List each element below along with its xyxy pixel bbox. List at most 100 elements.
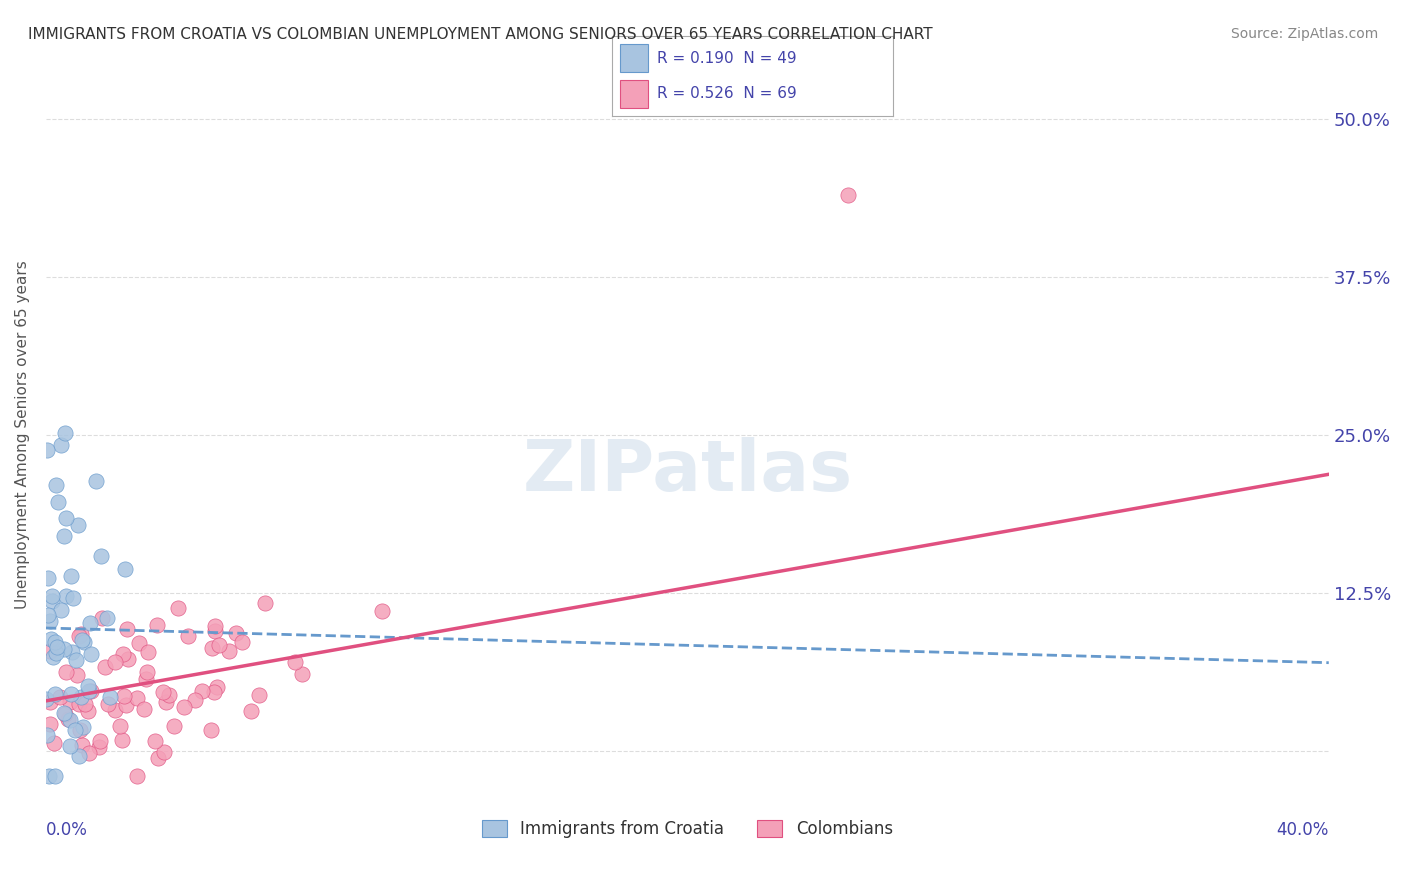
Point <box>89 739 111 754</box>
Point <box>38 615 60 629</box>
Point <box>253 596 276 610</box>
Point <box>37 443 59 458</box>
Point <box>208 638 231 652</box>
Point <box>60 569 83 583</box>
Point <box>135 665 157 679</box>
Point <box>52 529 75 543</box>
Point <box>91 611 114 625</box>
Point <box>69 723 91 737</box>
Point <box>46 640 69 655</box>
Point <box>60 645 83 659</box>
Point <box>136 645 159 659</box>
Point <box>90 549 112 563</box>
Point <box>41 594 63 608</box>
Point <box>56 712 79 726</box>
Point <box>41 590 63 604</box>
Point <box>55 589 77 603</box>
Point <box>155 695 177 709</box>
Text: R = 0.526  N = 69: R = 0.526 N = 69 <box>657 86 796 101</box>
Point <box>77 679 100 693</box>
Point <box>59 687 82 701</box>
Point <box>115 622 138 636</box>
Point <box>59 695 82 709</box>
Point <box>38 769 60 783</box>
Point <box>143 733 166 747</box>
Point <box>231 634 253 648</box>
Point <box>72 721 94 735</box>
Text: ZIPatlas: ZIPatlas <box>522 437 852 506</box>
Point <box>200 723 222 738</box>
Point <box>53 642 76 657</box>
Point <box>39 717 62 731</box>
Point <box>53 426 76 441</box>
Point <box>135 672 157 686</box>
Point <box>104 703 127 717</box>
Point <box>67 517 90 532</box>
Point <box>184 693 207 707</box>
Point <box>77 683 100 698</box>
Point <box>112 690 135 704</box>
Point <box>70 633 93 648</box>
Point <box>45 646 67 660</box>
Point <box>41 649 63 664</box>
Text: 0.0%: 0.0% <box>46 821 87 838</box>
Text: R = 0.190  N = 49: R = 0.190 N = 49 <box>657 51 796 66</box>
Legend: Immigrants from Croatia, Colombians: Immigrants from Croatia, Colombians <box>475 813 900 845</box>
Point <box>291 667 314 681</box>
Point <box>191 684 214 698</box>
Point <box>89 733 111 747</box>
Point <box>247 688 270 702</box>
Point <box>58 739 80 753</box>
Point <box>98 690 121 704</box>
Point <box>225 626 247 640</box>
Point <box>49 690 72 705</box>
Point <box>39 696 62 710</box>
Point <box>112 647 135 661</box>
Point <box>45 478 67 492</box>
Point <box>173 699 195 714</box>
Point <box>73 635 96 649</box>
Point <box>55 665 77 680</box>
Point <box>37 571 59 585</box>
Point <box>218 644 240 658</box>
Bar <box>620 44 648 72</box>
Point <box>152 685 174 699</box>
Point <box>145 618 167 632</box>
Point <box>80 684 103 698</box>
Point <box>49 603 72 617</box>
Point <box>59 713 82 727</box>
Point <box>39 644 62 658</box>
Point <box>80 647 103 661</box>
Point <box>53 706 76 720</box>
Point <box>77 746 100 760</box>
Point <box>128 635 150 649</box>
Point <box>73 698 96 712</box>
Point <box>76 704 98 718</box>
Point <box>42 736 65 750</box>
Point <box>202 685 225 699</box>
Point <box>132 702 155 716</box>
Point <box>53 706 76 721</box>
Point <box>115 698 138 712</box>
Y-axis label: Unemployment Among Seniors over 65 years: Unemployment Among Seniors over 65 years <box>15 260 30 609</box>
Point <box>67 697 90 711</box>
Point <box>97 697 120 711</box>
Point <box>39 632 62 647</box>
Point <box>104 656 127 670</box>
Point <box>55 510 77 524</box>
Point <box>63 723 86 738</box>
Point <box>35 692 58 706</box>
Point <box>127 769 149 783</box>
Point <box>127 691 149 706</box>
Point <box>163 718 186 732</box>
Point <box>94 660 117 674</box>
Point <box>70 690 93 704</box>
Point <box>153 745 176 759</box>
Point <box>167 601 190 615</box>
Point <box>207 681 229 695</box>
Point <box>46 494 69 508</box>
Point <box>49 437 72 451</box>
Point <box>70 739 93 753</box>
Point <box>44 769 66 783</box>
Point <box>114 562 136 576</box>
